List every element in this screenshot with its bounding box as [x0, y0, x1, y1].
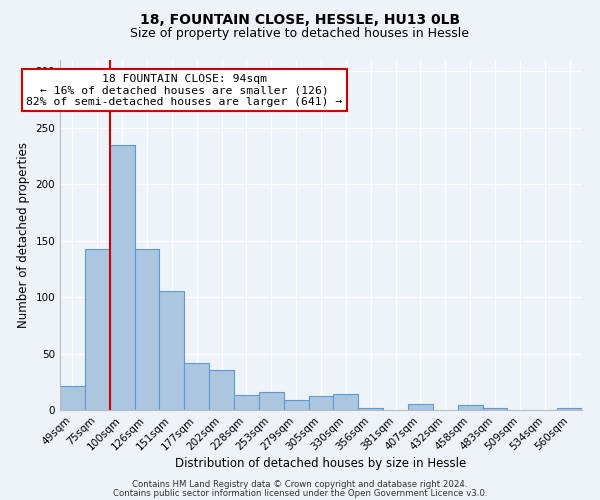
Text: Size of property relative to detached houses in Hessle: Size of property relative to detached ho… [131, 28, 470, 40]
Bar [160, 292, 184, 410]
Bar [134, 248, 160, 410]
Bar [557, 408, 582, 410]
X-axis label: Distribution of detached houses by size in Hessle: Distribution of detached houses by size … [175, 458, 467, 470]
Bar [358, 408, 383, 410]
Text: 18 FOUNTAIN CLOSE: 94sqm
← 16% of detached houses are smaller (126)
82% of semi-: 18 FOUNTAIN CLOSE: 94sqm ← 16% of detach… [26, 74, 343, 106]
Bar [334, 394, 358, 410]
Text: 18, FOUNTAIN CLOSE, HESSLE, HU13 0LB: 18, FOUNTAIN CLOSE, HESSLE, HU13 0LB [140, 12, 460, 26]
Bar [85, 248, 110, 410]
Bar [184, 362, 209, 410]
Text: Contains public sector information licensed under the Open Government Licence v3: Contains public sector information licen… [113, 488, 487, 498]
Bar [209, 370, 234, 410]
Y-axis label: Number of detached properties: Number of detached properties [17, 142, 30, 328]
Bar [408, 404, 433, 410]
Bar [259, 392, 284, 410]
Bar [234, 396, 259, 410]
Bar [284, 400, 308, 410]
Text: Contains HM Land Registry data © Crown copyright and database right 2024.: Contains HM Land Registry data © Crown c… [132, 480, 468, 489]
Bar [308, 396, 334, 410]
Bar [60, 386, 85, 410]
Bar [482, 408, 508, 410]
Bar [458, 406, 482, 410]
Bar [110, 144, 134, 410]
